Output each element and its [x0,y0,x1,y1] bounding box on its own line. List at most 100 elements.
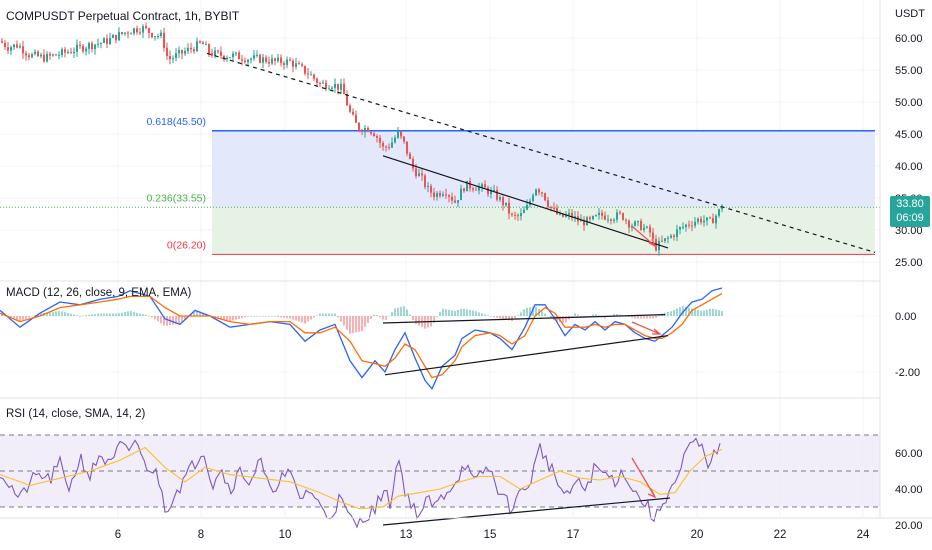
candle-body [55,54,57,56]
macd-histogram-bar [496,316,498,318]
macd-histogram-bar [508,316,510,321]
candle-body [163,32,165,48]
candle-body [313,74,315,79]
candle-body [43,54,45,62]
macd-histogram-bar [91,314,93,316]
macd-histogram-bar [481,313,483,316]
candle-body [424,175,426,188]
macd-title[interactable]: MACD (12, 26, close, 9, EMA, EMA) [6,287,192,299]
candle-body [325,82,327,89]
macd-histogram-bar [517,315,519,316]
macd-histogram-bar [19,316,21,322]
candle-body [703,220,705,223]
candle-body [361,130,363,133]
time-tick-label: 17 [567,529,580,541]
candle-body [448,195,450,197]
macd-histogram-bar [16,316,18,320]
macd-histogram-bar [382,316,384,320]
macd-histogram-bar [253,316,255,317]
candle-body [634,221,636,226]
rsi-title[interactable]: RSI (14, close, SMA, 14, 2) [6,408,146,420]
macd-histogram-bar [1,314,3,316]
fib-zone-upper [212,130,875,208]
macd-histogram-bar [349,316,351,334]
macd-histogram-bar [34,315,36,316]
candle-body [61,49,63,56]
candle-body [184,51,186,54]
candle-body [223,55,225,60]
candle-body [106,38,108,44]
macd-histogram-bar [439,311,441,316]
macd-histogram-bar [715,309,717,316]
candle-body [700,218,702,223]
macd-histogram-bar [55,311,57,316]
macd-histogram-bar [166,316,168,326]
candle-body [679,227,681,230]
macd-histogram-bar [676,308,678,316]
candle-body [691,225,693,227]
macd-histogram-bar [442,308,444,316]
candle-body [370,131,372,134]
macd-histogram-bar [475,311,477,316]
candle-body [133,28,135,34]
candle-body [637,221,639,223]
candle-body [403,136,405,142]
macd-histogram-bar [694,309,696,316]
macd-histogram-bar [82,315,84,317]
price-trendlines[interactable] [206,52,876,253]
candle-body [307,73,309,75]
candle-body [358,122,360,131]
time-tick-label: 10 [279,529,292,541]
candle-body [343,83,345,95]
rsi-red-arrow [631,457,657,499]
candle-body [442,194,444,196]
macd-histogram-bar [52,311,54,316]
candle-body [556,208,558,215]
candle-body [304,65,306,74]
candle-body [502,197,504,206]
candle-body [391,142,393,148]
candle-body [247,59,249,63]
candle-body [673,235,675,237]
macd-histogram-bar [202,313,204,316]
candle-body [478,186,480,191]
candle-body [409,153,411,160]
candle-body [697,218,699,222]
macd-tick-label: -2.00 [895,367,920,379]
macd-histogram-bar [247,316,249,317]
macd-histogram-bar [76,315,78,316]
macd-histogram-bar [367,316,369,323]
candle-body [388,147,390,149]
candle-body [352,111,354,115]
macd-histogram-bar [232,316,234,321]
symbol-title[interactable]: COMPUSDT Perpetual Contract, 1h, BYBIT [6,9,240,23]
macd-histogram-bar [331,313,333,316]
candle-body [145,26,147,29]
candle-body [256,54,258,56]
fib-retracement[interactable]: 0.618(45.50) 0.236(33.55) 0(26.20) [0,116,880,255]
macd-histogram-bar [28,316,30,318]
candle-body [229,57,231,59]
macd-histogram-bar [460,308,462,316]
candle-body [565,214,567,217]
candle-body [205,44,207,46]
fib-zone-lower [212,207,875,255]
macd-histogram-bar [448,309,450,316]
candle-body [196,41,198,52]
macd-histogram-bar [388,316,390,317]
candle-body [1,41,3,43]
candle-body [94,44,96,50]
candle-body [319,82,321,84]
candle-body [349,105,351,112]
candle-body [355,114,357,123]
candle-body [4,42,6,48]
macd-histogram-bar [535,306,537,316]
macd-histogram-bar [484,314,486,316]
candle-body [541,192,543,194]
macd-histogram-bar [58,311,60,316]
macd-histogram-bar [454,310,456,316]
macd-histogram-bar [244,316,246,318]
macd-histogram-bar [106,313,108,316]
candle-body [664,238,666,242]
macd-histogram-bar [256,316,258,317]
